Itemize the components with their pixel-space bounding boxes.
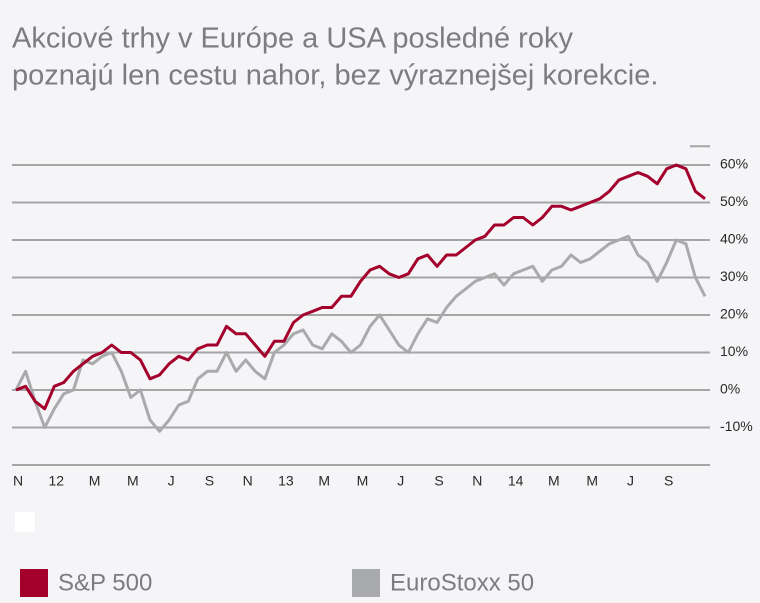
x-tick-label: M — [548, 473, 560, 489]
x-tick-label: S — [434, 473, 443, 489]
y-tick-label: 10% — [720, 343, 748, 359]
x-tick-label: N — [472, 473, 482, 489]
series-line — [15, 163, 706, 411]
legend-swatch — [352, 569, 380, 597]
x-tick-label: M — [127, 473, 139, 489]
y-tick-label: 60% — [720, 156, 748, 172]
x-tick-label: S — [205, 473, 214, 489]
legend-label: S&P 500 — [58, 569, 152, 596]
x-tick-label: J — [627, 473, 634, 489]
y-tick-label: 20% — [720, 306, 748, 322]
legend-label: EuroStoxx 50 — [390, 569, 534, 596]
x-tick-label: M — [318, 473, 330, 489]
decoration — [15, 512, 35, 532]
x-tick-label: J — [168, 473, 175, 489]
x-tick-label: J — [397, 473, 404, 489]
x-tick-label: S — [664, 473, 673, 489]
legend-swatch — [20, 569, 48, 597]
x-tick-label: M — [89, 473, 101, 489]
chart-title: Akciové trhy v Európe a USA posledné rok… — [12, 23, 573, 55]
y-tick-label: 40% — [720, 231, 748, 247]
x-tick-label: M — [586, 473, 598, 489]
y-tick-label: -10% — [720, 418, 753, 434]
x-tick-label: 14 — [508, 473, 524, 489]
x-tick-label: N — [13, 473, 23, 489]
series-line — [14, 234, 707, 433]
x-tick-label: 13 — [278, 473, 294, 489]
y-tick-label: 50% — [720, 193, 748, 209]
y-tick-label: 30% — [720, 268, 748, 284]
x-tick-label: N — [243, 473, 253, 489]
x-tick-label: 12 — [48, 473, 64, 489]
y-tick-label: 0% — [720, 381, 740, 397]
chart-title: poznajú len cestu nahor, bez výraznejšej… — [12, 60, 658, 92]
x-tick-label: M — [357, 473, 369, 489]
